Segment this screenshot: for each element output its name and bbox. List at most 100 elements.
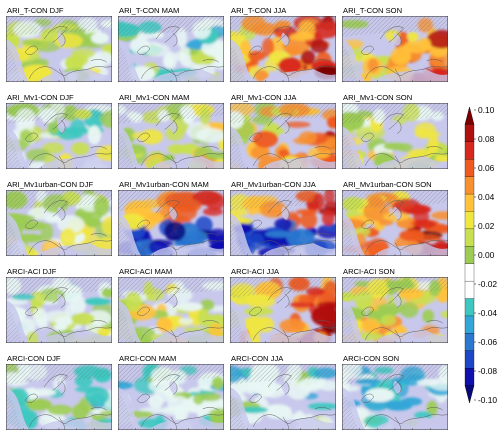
- map-panel: ARCI-CON DJF: [6, 354, 112, 430]
- field-blob: [156, 317, 173, 333]
- baltic-area: [57, 206, 66, 221]
- field-blob: [162, 53, 174, 68]
- italy-coast: [58, 416, 66, 430]
- field-blob: [415, 128, 432, 139]
- field-blob: [434, 154, 448, 163]
- coastlines: [360, 200, 448, 256]
- map-panel: ARCI-ACI MAM: [118, 267, 224, 343]
- mediterranean-area: [37, 242, 112, 256]
- panel-title: ARCI-ACI JJA: [231, 267, 280, 276]
- baltic-area: [281, 119, 290, 134]
- field-blob: [210, 42, 224, 60]
- field-blob: [428, 377, 448, 391]
- mediterranean-area: [149, 329, 224, 343]
- field-blob: [75, 386, 101, 393]
- field-blob: [310, 39, 329, 53]
- mediterranean-area: [373, 155, 448, 169]
- southern-coast: [253, 65, 336, 79]
- field-blob: [101, 216, 112, 236]
- field-blob: [205, 151, 224, 160]
- field-blob: [259, 383, 286, 398]
- field-blob: [140, 129, 163, 145]
- black-sea-coast: [426, 59, 443, 63]
- map-panel: ARI_T-CON MAM: [118, 6, 224, 82]
- field-blob: [434, 224, 448, 234]
- hatching: [342, 306, 359, 343]
- field-blob: [139, 211, 164, 225]
- panel-title: ARI_Mv1urban-CON DJF: [7, 180, 93, 189]
- scandinavia-coast: [155, 113, 180, 130]
- map-panel: ARI_Mv1urban-CON MAM: [118, 180, 224, 256]
- black-sea-coast: [426, 233, 443, 237]
- hatching: [6, 277, 112, 299]
- panel-title: ARI_T-CON DJF: [7, 6, 64, 15]
- field-blob: [406, 32, 419, 42]
- baltic-area: [393, 380, 402, 395]
- scandinavia-coast: [379, 374, 404, 391]
- italy-coast: [58, 242, 66, 256]
- field-blob: [418, 37, 432, 51]
- baltic-coast: [284, 119, 290, 134]
- panel-title: ARI_T-CON JJA: [231, 6, 287, 15]
- field-blob: [243, 317, 272, 324]
- scandinavia-coast: [43, 287, 68, 304]
- field-blob: [96, 145, 112, 161]
- field-blob: [57, 215, 85, 234]
- field-blob: [254, 69, 269, 82]
- coastlines: [24, 200, 112, 256]
- baltic-coast: [60, 119, 66, 134]
- field-blob: [413, 209, 430, 224]
- baltic-area: [169, 32, 178, 47]
- coastlines: [24, 113, 112, 169]
- hatching: [230, 306, 247, 343]
- baltic-area: [57, 32, 66, 47]
- baltic-area: [169, 380, 178, 395]
- map-field: [118, 190, 224, 256]
- mediterranean-area: [373, 416, 448, 430]
- british-isles-coast: [360, 219, 375, 229]
- colorbar-tick-label: 0.04: [478, 192, 495, 202]
- scandinavia-coast: [267, 26, 292, 43]
- colorbar-segment: [464, 176, 475, 195]
- panel-title: ARI_Mv1-CON JJA: [231, 93, 297, 102]
- field-blob: [383, 142, 406, 151]
- field-blob: [207, 228, 224, 243]
- field-blob: [176, 27, 187, 48]
- field-blob: [198, 392, 222, 402]
- british-isles-coast: [24, 306, 39, 316]
- colorbar-segment: [464, 246, 475, 265]
- field-blob: [71, 142, 90, 156]
- southern-coast: [365, 326, 448, 340]
- map-panel: ARI_Mv1-CON JJA: [230, 93, 336, 169]
- southern-coast: [141, 152, 224, 166]
- british-isles-coast: [24, 219, 39, 229]
- british-isles-coast: [24, 393, 39, 403]
- map-field: [6, 16, 112, 82]
- panel-title: ARI_T-CON MAM: [119, 6, 179, 15]
- scandinavia-coast: [155, 200, 180, 217]
- baltic-coast: [284, 32, 290, 47]
- colorbar-segment: [464, 350, 475, 369]
- colorbar-tick-label: 0.06: [478, 163, 495, 173]
- italy-coast: [394, 68, 402, 82]
- british-isles-coast: [360, 393, 375, 403]
- british-isles-coast: [136, 306, 151, 316]
- map-panel: ARI_T-CON DJF: [6, 6, 112, 82]
- black-sea-coast: [90, 59, 107, 63]
- colorbar-segment: [464, 193, 475, 212]
- field-blob: [367, 58, 379, 73]
- hatching: [6, 103, 112, 125]
- coastlines: [248, 374, 336, 430]
- field-blob: [412, 234, 441, 242]
- scandinavia-coast: [379, 26, 404, 43]
- mediterranean-area: [373, 329, 448, 343]
- coastlines: [360, 26, 448, 82]
- black-sea-coast: [314, 146, 331, 150]
- hatching: [118, 277, 224, 299]
- baltic-coast: [396, 206, 402, 221]
- southern-coast: [365, 65, 448, 79]
- field-blob: [90, 32, 109, 44]
- field-blob: [40, 222, 54, 242]
- italy-coast: [282, 329, 290, 343]
- coastlines: [136, 200, 224, 256]
